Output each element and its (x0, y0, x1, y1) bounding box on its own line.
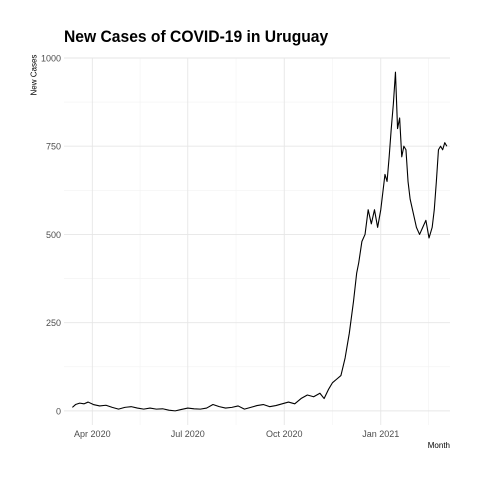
x-tick-label: Apr 2020 (74, 429, 111, 439)
x-tick-label: Oct 2020 (266, 429, 303, 439)
series-line (72, 71, 448, 412)
x-tick-label: Jan 2021 (362, 429, 399, 439)
x-tick-label: Jul 2020 (171, 429, 205, 439)
y-tick-label: 0 (56, 406, 61, 416)
grid (64, 57, 450, 425)
series-layer (72, 71, 448, 412)
y-tick-label: 500 (46, 230, 61, 240)
y-tick-label: 250 (46, 318, 61, 328)
y-tick-label: 1000 (41, 54, 61, 64)
y-tick-label: 750 (46, 142, 61, 152)
chart-title: New Cases of COVID-19 in Uruguay (64, 27, 329, 46)
x-axis-label: Month (427, 441, 450, 450)
tick-labels: 0 250 500 750 1000 Apr 2020 Jul 2020 Oct 2020 Ja… (41, 54, 399, 440)
